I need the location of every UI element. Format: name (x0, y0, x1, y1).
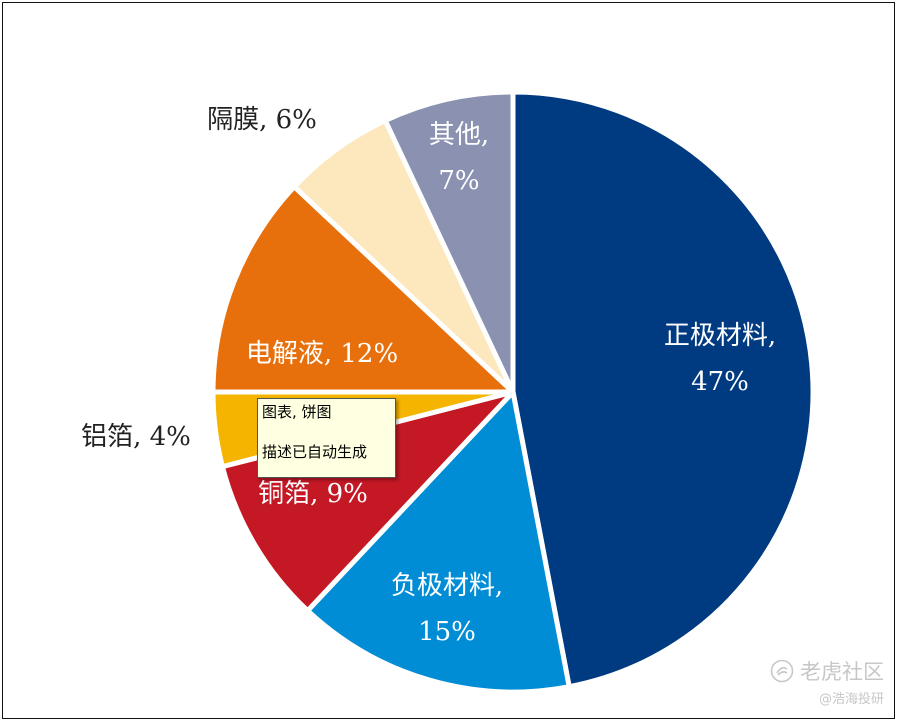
tooltip-line-2: 描述已自动生成 (262, 443, 368, 461)
slice-label-3: 铜箔, 9% (258, 479, 368, 509)
slice-label-5: 电解液, 12% (246, 339, 398, 369)
slice-label-6: 隔膜, 6% (207, 105, 317, 135)
watermark-main: 老虎社区 (800, 660, 884, 684)
watermark: 老虎社区 @浩海投研 (770, 656, 884, 707)
watermark-sub: @浩海投研 (818, 692, 884, 707)
pie-slice-2 (305, 389, 572, 695)
pie-slice-1 (510, 89, 816, 690)
slice-label-4: 铝箔, 4% (81, 422, 191, 452)
alt-text-tooltip: 图表, 饼图 描述已自动生成 (257, 398, 396, 478)
slice-label-1: 正极材料, 47% (664, 321, 776, 397)
pie-slice-7 (382, 89, 516, 395)
slice-label-7: 其他, 7% (429, 120, 489, 196)
slice-label-2: 负极材料, 15% (391, 571, 503, 647)
tooltip-line-1: 图表, 饼图 (262, 403, 332, 421)
pie-slice-5 (210, 184, 516, 395)
tiger-community-icon (770, 659, 794, 683)
pie-slice-3 (219, 389, 516, 614)
